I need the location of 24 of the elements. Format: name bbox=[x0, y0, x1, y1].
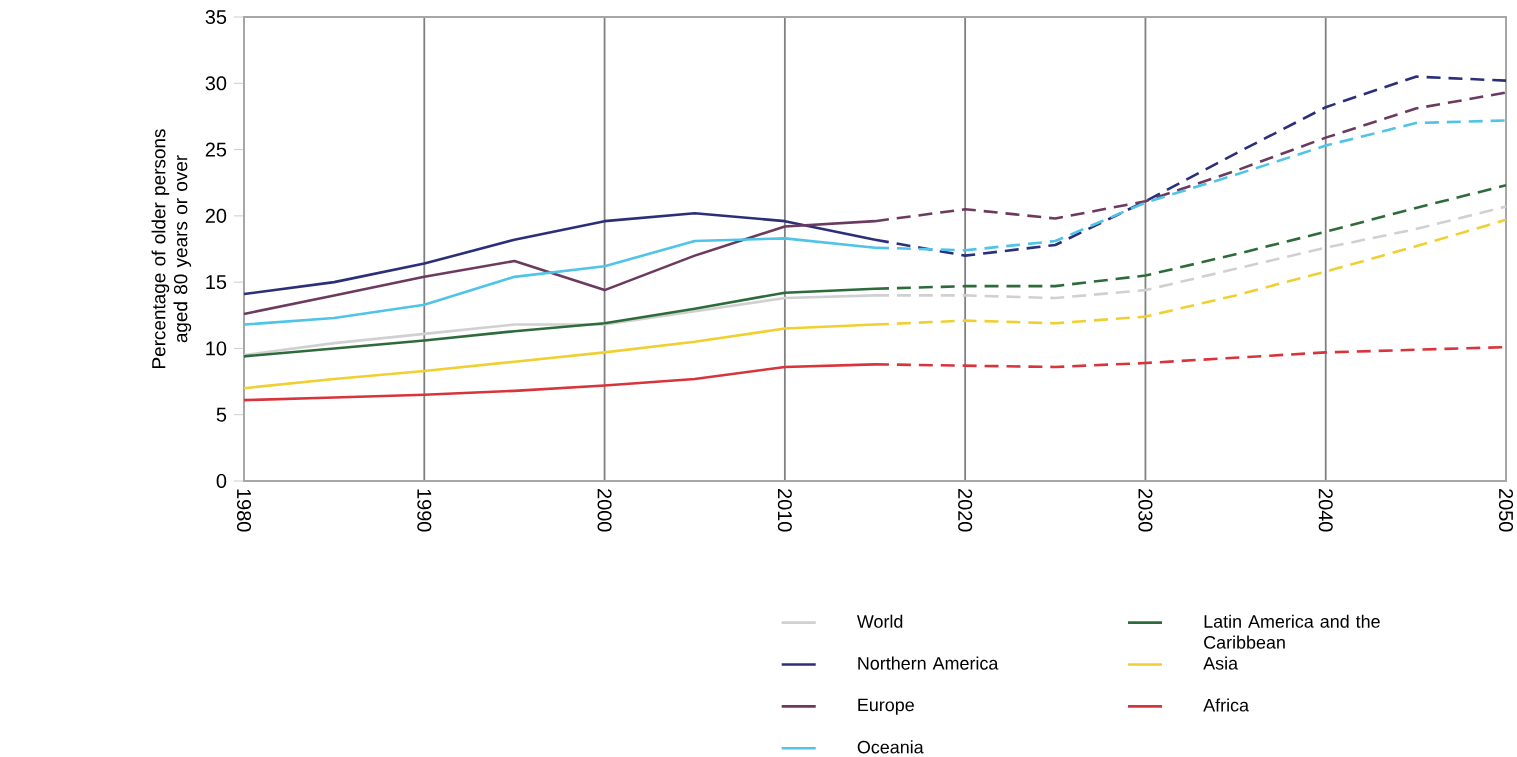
y-axis-title: Percentage of older persons aged 80 years or over bbox=[151, 129, 192, 368]
legend-label: Europe bbox=[858, 698, 914, 715]
x-tick-label: 2000 bbox=[597, 489, 612, 532]
legend-label: Oceania bbox=[857, 740, 924, 754]
x-tick-label: 2050 bbox=[1498, 489, 1514, 532]
x-tick-label: 2030 bbox=[1138, 489, 1153, 532]
legend-label: Africa bbox=[1203, 698, 1250, 712]
x-tick-label: 1980 bbox=[236, 489, 252, 532]
legend-label: Asia bbox=[1203, 656, 1239, 670]
legend-label: Latin America and the Caribbean bbox=[1204, 614, 1380, 649]
y-tick-label: 25 bbox=[205, 142, 227, 157]
legend-label: World bbox=[856, 614, 903, 628]
y-tick-label: 20 bbox=[205, 208, 227, 223]
y-tick-label: 30 bbox=[205, 76, 227, 91]
y-tick-label: 0 bbox=[216, 473, 227, 489]
x-tick-label: 2010 bbox=[777, 489, 792, 532]
legend-label: Northern America bbox=[858, 656, 999, 670]
x-tick-label: 2040 bbox=[1318, 489, 1333, 532]
y-tick-label: 5 bbox=[216, 407, 227, 422]
y-tick-label: 10 bbox=[206, 341, 227, 356]
y-tick-label: 15 bbox=[206, 275, 227, 290]
y-tick-label: 35 bbox=[205, 9, 227, 25]
x-tick-label: 2020 bbox=[958, 489, 973, 532]
x-tick-label: 1990 bbox=[417, 489, 432, 532]
